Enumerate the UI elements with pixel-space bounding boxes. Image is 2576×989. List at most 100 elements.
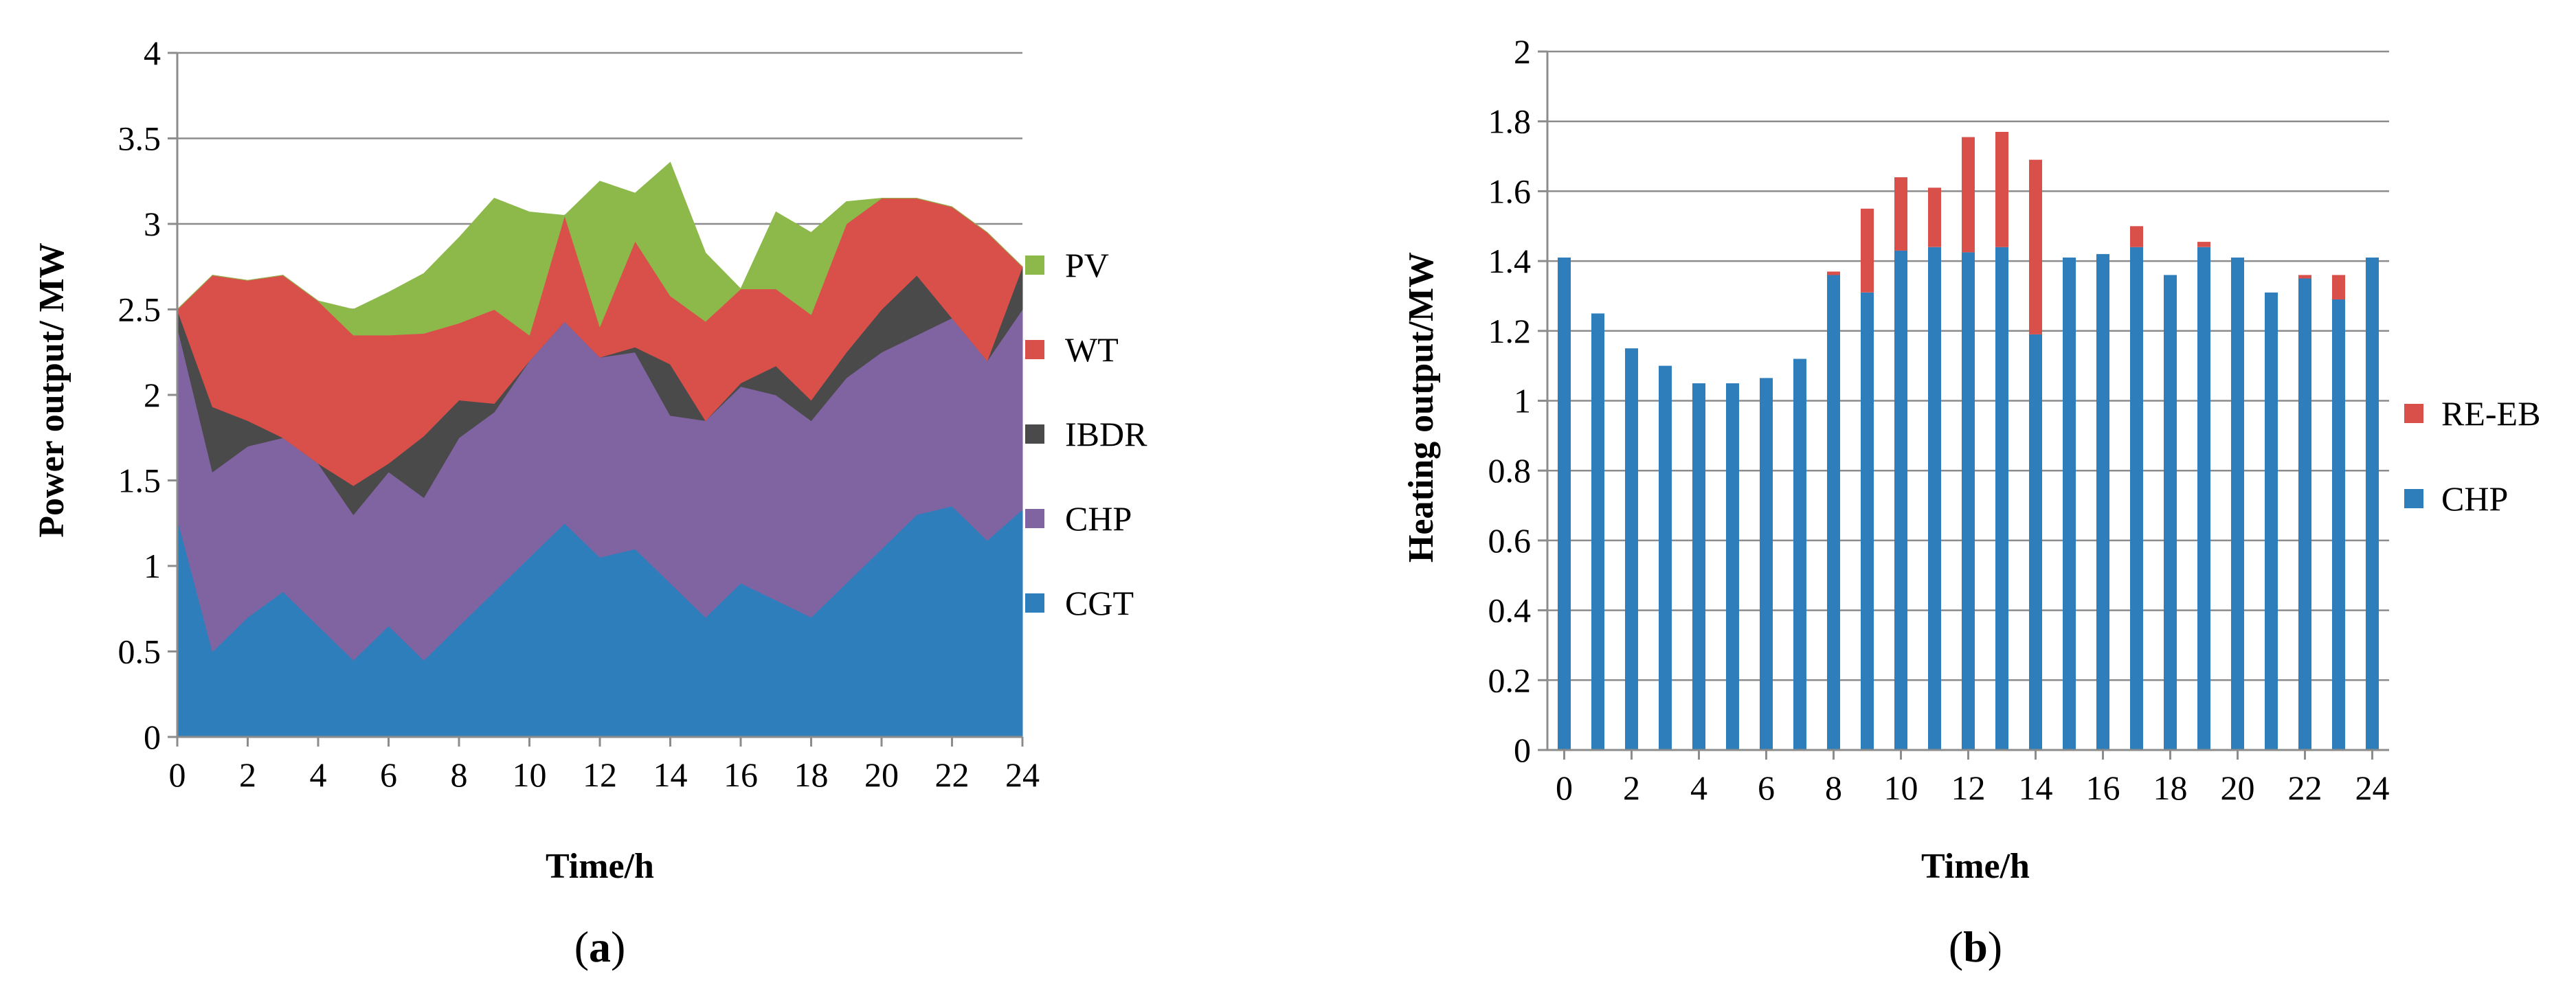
legend-swatch-cgt bbox=[1025, 593, 1044, 613]
legend-swatch-pv bbox=[1025, 255, 1044, 275]
chart-a-x-axis-title: Time/h bbox=[546, 847, 654, 886]
x-tick-label: 6 bbox=[380, 755, 397, 794]
y-tick-label: 0 bbox=[144, 718, 161, 756]
legend-label-chp: CHP bbox=[2441, 479, 2508, 518]
bar-re-eb bbox=[1827, 271, 1840, 275]
x-tick-label: 10 bbox=[1884, 769, 1918, 807]
x-tick-label: 6 bbox=[1758, 769, 1775, 807]
bar-chp bbox=[1659, 365, 1672, 750]
bar-chp bbox=[2164, 275, 2177, 750]
bar-chp bbox=[1928, 247, 1941, 750]
legend-label-ibdr: IBDR bbox=[1065, 415, 1147, 453]
chart-a-areas bbox=[177, 161, 1023, 738]
x-tick-label: 0 bbox=[169, 755, 186, 794]
legend-swatch-wt bbox=[1025, 340, 1044, 359]
y-tick-label: 0.6 bbox=[1488, 521, 1532, 560]
area-pv bbox=[177, 161, 1023, 336]
chart-b-panel-label: (b) bbox=[1949, 922, 2002, 971]
x-tick-label: 8 bbox=[1825, 769, 1842, 807]
x-tick-label: 14 bbox=[2019, 769, 2053, 807]
bar-chp bbox=[1558, 258, 1571, 750]
bar-chp bbox=[2029, 334, 2042, 750]
x-tick-label: 4 bbox=[310, 755, 327, 794]
y-tick-label: 0.2 bbox=[1488, 661, 1532, 699]
bar-chp bbox=[2332, 299, 2345, 750]
x-tick-label: 20 bbox=[2221, 769, 2255, 807]
y-tick-label: 3 bbox=[144, 205, 161, 243]
bar-chp bbox=[2366, 258, 2379, 750]
bar-chp bbox=[1995, 247, 2008, 750]
bar-chp bbox=[1861, 292, 1874, 750]
chart-b-x-axis-title: Time/h bbox=[1921, 847, 2030, 886]
chart-b-bars bbox=[1558, 132, 2379, 750]
chart-b-legend: RE-EB CHP bbox=[2404, 394, 2540, 518]
bar-chp bbox=[1726, 383, 1739, 750]
chart-b-x-ticks: 0 2 4 6 8 10 12 14 16 18 20 22 24 bbox=[1556, 750, 2390, 807]
chart-b-y-axis-title: Heating output/MW bbox=[1402, 252, 1441, 562]
chart-b-heating-output: 0 2 4 6 8 10 12 14 16 18 20 22 24 00.20.40.60.811.21… bbox=[1402, 32, 2540, 971]
bar-re-eb bbox=[1861, 208, 1874, 293]
chart-a-legend: PV WT IBDR CHP CGT bbox=[1025, 246, 1147, 622]
bar-chp bbox=[1962, 252, 1975, 750]
x-tick-label: 12 bbox=[1951, 769, 1986, 807]
y-tick-label: 0.8 bbox=[1488, 451, 1532, 490]
x-tick-label: 2 bbox=[239, 755, 256, 794]
x-tick-label: 0 bbox=[1556, 769, 1573, 807]
legend-label-re-eb: RE-EB bbox=[2441, 394, 2540, 433]
y-tick-label: 0.5 bbox=[118, 633, 161, 671]
y-tick-label: 1.8 bbox=[1488, 102, 1532, 141]
x-tick-label: 8 bbox=[451, 755, 468, 794]
y-tick-label: 2 bbox=[1514, 32, 1531, 71]
y-tick-label: 4 bbox=[144, 34, 161, 72]
bar-chp bbox=[2096, 253, 2109, 750]
y-tick-label: 0 bbox=[1514, 731, 1531, 769]
x-tick-label: 20 bbox=[864, 755, 899, 794]
y-tick-label: 2 bbox=[144, 376, 161, 414]
bar-chp bbox=[1591, 313, 1604, 750]
bar-re-eb bbox=[1928, 187, 1941, 247]
bar-chp bbox=[1827, 275, 1840, 750]
bar-chp bbox=[1692, 383, 1705, 750]
bar-chp bbox=[2231, 258, 2244, 750]
bar-chp bbox=[1625, 348, 1638, 750]
x-tick-label: 2 bbox=[1623, 769, 1640, 807]
x-tick-label: 12 bbox=[583, 755, 617, 794]
bar-re-eb bbox=[2197, 242, 2210, 247]
bar-chp bbox=[2130, 247, 2143, 750]
chart-a-panel-label: (a) bbox=[574, 922, 626, 971]
x-tick-label: 14 bbox=[653, 755, 688, 794]
x-tick-label: 10 bbox=[513, 755, 547, 794]
y-tick-label: 0.4 bbox=[1488, 591, 1532, 630]
bar-chp bbox=[2197, 247, 2210, 750]
legend-label-wt: WT bbox=[1065, 330, 1119, 369]
y-tick-label: 1 bbox=[144, 547, 161, 585]
x-tick-label: 18 bbox=[794, 755, 829, 794]
x-tick-label: 18 bbox=[2153, 769, 2188, 807]
y-tick-label: 1.6 bbox=[1488, 172, 1532, 210]
y-tick-label: 3.5 bbox=[118, 120, 161, 158]
chart-a-power-output: 0 2 4 6 8 10 12 14 16 18 20 22 24 00.511.522.533.54 … bbox=[32, 34, 1147, 971]
y-tick-label: 1.4 bbox=[1488, 242, 1532, 280]
legend-swatch-chp bbox=[1025, 509, 1044, 528]
bar-re-eb bbox=[2298, 275, 2311, 279]
bar-re-eb bbox=[2130, 226, 2143, 247]
x-tick-label: 22 bbox=[935, 755, 970, 794]
legend-swatch-ibdr bbox=[1025, 424, 1044, 444]
bar-chp bbox=[2265, 292, 2278, 750]
y-tick-label: 1.2 bbox=[1488, 312, 1532, 350]
x-tick-label: 4 bbox=[1690, 769, 1707, 807]
y-tick-label: 1 bbox=[1514, 382, 1531, 420]
bar-re-eb bbox=[2332, 275, 2345, 299]
y-tick-label: 1.5 bbox=[118, 462, 161, 500]
legend-label-chp: CHP bbox=[1065, 499, 1132, 538]
x-tick-label: 24 bbox=[2355, 769, 2390, 807]
bar-chp bbox=[1793, 359, 1806, 750]
bar-re-eb bbox=[1995, 132, 2008, 247]
bar-chp bbox=[2063, 258, 2076, 750]
x-tick-label: 24 bbox=[1005, 755, 1040, 794]
y-tick-label: 2.5 bbox=[118, 291, 161, 329]
legend-swatch-chp bbox=[2404, 489, 2423, 508]
x-tick-label: 22 bbox=[2288, 769, 2322, 807]
legend-label-cgt: CGT bbox=[1065, 584, 1134, 622]
